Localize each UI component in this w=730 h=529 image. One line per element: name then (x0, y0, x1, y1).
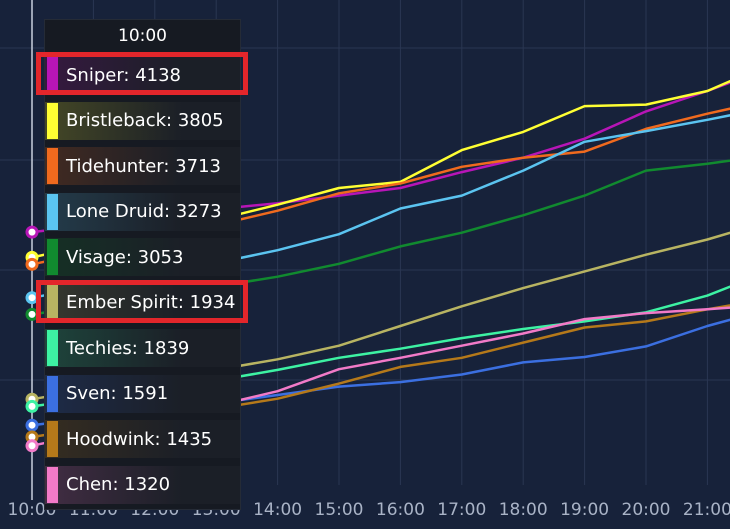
tooltip-label: Tidehunter: 3713 (66, 155, 221, 177)
tooltip-row-visage: Visage: 3053 (45, 238, 240, 276)
tooltip-swatch (47, 421, 58, 457)
tooltip-row-bristleback: Bristleback: 3805 (45, 101, 240, 140)
hover-marker-techies (25, 399, 39, 413)
tooltip-label: Bristleback: 3805 (66, 110, 224, 131)
x-tick-label: 14:00 (253, 500, 302, 520)
tooltip: 10:00 Sniper: 4138 Bristleback: 3805 Tideh… (44, 19, 241, 510)
hover-markers (25, 225, 39, 453)
x-tick-label: 19:00 (560, 500, 609, 520)
x-tick-label: 20:00 (622, 500, 671, 520)
x-tick-label: 16:00 (376, 500, 425, 520)
tooltip-label: Sniper: 4138 (66, 64, 182, 86)
tooltip-swatch (47, 57, 58, 93)
tooltip-label: Lone Druid: 3273 (66, 201, 222, 222)
tooltip-row-lone-druid: Lone Druid: 3273 (45, 192, 240, 231)
hover-marker-sniper (25, 225, 39, 239)
x-tick-label: 18:00 (499, 500, 548, 520)
hover-marker-sven (25, 418, 39, 432)
tooltip-swatch (47, 102, 58, 139)
tooltip-swatch (47, 148, 58, 184)
tooltip-label: Ember Spirit: 1934 (66, 292, 236, 313)
grid-lines (0, 0, 730, 500)
tooltip-swatch (47, 330, 58, 366)
tooltip-swatch (47, 375, 58, 412)
tooltip-row-chen: Chen: 1320 (45, 465, 240, 504)
tooltip-label: Hoodwink: 1435 (66, 428, 213, 450)
tooltip-row-sniper: Sniper: 4138 (45, 56, 240, 94)
tooltip-label: Techies: 1839 (66, 337, 190, 359)
tooltip-swatch (47, 284, 58, 321)
tooltip-swatch (47, 239, 58, 275)
x-tick-label: 15:00 (315, 500, 364, 520)
tooltip-row-tidehunter: Tidehunter: 3713 (45, 147, 240, 185)
tooltip-row-sven: Sven: 1591 (45, 374, 240, 413)
x-tick-label: 17:00 (437, 500, 486, 520)
tooltip-row-hoodwink: Hoodwink: 1435 (45, 420, 240, 458)
hover-marker-tidehunter (25, 257, 39, 271)
tooltip-swatch (47, 193, 58, 230)
tooltip-swatch (47, 466, 58, 503)
highlight-box (36, 52, 248, 95)
tooltip-row-ember-spirit: Ember Spirit: 1934 (45, 283, 240, 322)
tooltip-row-techies: Techies: 1839 (45, 329, 240, 367)
tooltip-label: Visage: 3053 (66, 246, 184, 268)
highlight-box (36, 279, 248, 323)
x-tick-label: 21:00 (683, 500, 730, 520)
tooltip-time: 10:00 (118, 26, 167, 46)
tooltip-label: Sven: 1591 (66, 383, 169, 404)
tooltip-label: Chen: 1320 (66, 474, 171, 495)
hover-marker-chen (25, 439, 39, 453)
